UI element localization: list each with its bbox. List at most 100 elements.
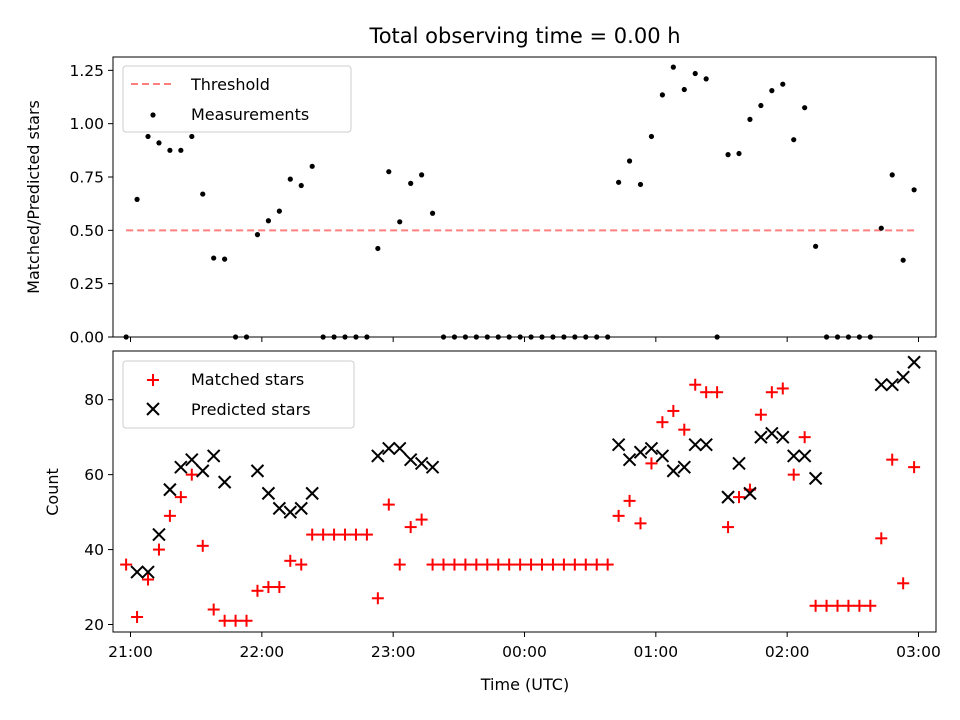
predicted-star-stroke-b	[217, 475, 232, 489]
matched-star-marker	[349, 528, 362, 541]
predicted-star-stroke-b	[732, 456, 746, 471]
matched-star-marker	[656, 416, 669, 429]
predicted-star-marker	[776, 430, 790, 444]
predicted-star-stroke-b	[283, 505, 298, 519]
matched-star-marker	[842, 599, 855, 612]
matched-star-marker	[437, 558, 450, 571]
predicted-star-stroke-b	[261, 486, 276, 501]
measurement-point	[736, 150, 742, 157]
matched-star-marker	[481, 558, 494, 571]
matched-star-marker	[371, 592, 384, 605]
x-tick-label: 23:00	[371, 643, 416, 661]
measurement-point	[626, 158, 633, 164]
predicted-star-marker	[666, 464, 681, 478]
predicted-star-stroke-b	[743, 486, 757, 501]
predicted-star-marker	[250, 464, 265, 478]
matched-star-marker	[492, 558, 505, 571]
bottom-y-tick-label: 20	[84, 616, 104, 634]
predicted-star-marker	[393, 441, 407, 456]
matched-star-marker	[864, 599, 877, 612]
predicted-star-marker	[699, 437, 713, 452]
predicted-star-marker	[721, 490, 735, 504]
predicted-star-marker	[644, 441, 659, 456]
predicted-star-stroke-b	[141, 565, 155, 579]
predicted-star-marker	[896, 370, 910, 384]
matched-star-marker	[459, 558, 472, 571]
measurement-point	[889, 172, 895, 178]
matched-star-marker	[525, 558, 538, 571]
measurement-point	[648, 133, 655, 140]
measurement-point	[189, 133, 195, 140]
matched-star-marker	[700, 386, 713, 399]
matched-star-marker	[568, 558, 581, 571]
predicted-star-marker	[371, 449, 385, 463]
matched-star-marker	[328, 528, 341, 541]
measurement-point	[287, 176, 293, 182]
predicted-star-marker	[283, 505, 298, 519]
predicted-star-stroke-b	[699, 437, 713, 452]
matched-star-marker	[536, 558, 549, 571]
matched-star-marker	[404, 521, 417, 534]
measurement-point	[692, 70, 698, 77]
top-y-tick-label: 0.50	[69, 222, 104, 240]
measurement-point	[408, 180, 414, 186]
matched-star-marker	[218, 614, 231, 627]
x-axis-label: Time (UTC)	[480, 675, 569, 694]
top-y-tick-label: 1.00	[69, 115, 104, 133]
legend-measurements-swatch	[150, 112, 156, 118]
predicted-star-stroke-b	[622, 452, 637, 467]
x-tick-label: 02:00	[765, 643, 810, 661]
measurement-point	[813, 243, 819, 249]
matched-star-marker	[601, 558, 614, 571]
measurement-point	[802, 105, 808, 111]
top-y-tick-label: 1.25	[69, 62, 104, 80]
matched-star-marker	[875, 532, 888, 545]
matched-star-marker	[623, 494, 636, 507]
predicted-star-stroke-b	[152, 527, 166, 542]
predicted-star-stroke-b	[885, 378, 899, 392]
x-tick-label: 22:00	[240, 643, 285, 661]
predicted-star-stroke-b	[174, 460, 188, 474]
matched-star-marker	[798, 431, 811, 444]
predicted-star-marker	[622, 452, 637, 467]
predicted-star-marker	[885, 378, 899, 392]
predicted-star-marker	[206, 449, 221, 463]
predicted-star-marker	[425, 460, 440, 474]
predicted-star-stroke-b	[206, 449, 221, 463]
measurement-point	[265, 218, 272, 224]
measurement-point	[758, 102, 764, 109]
predicted-star-stroke-b	[797, 449, 812, 463]
predicted-star-marker	[141, 565, 155, 579]
matched-star-marker	[765, 386, 778, 399]
matched-star-marker	[284, 554, 297, 567]
predicted-star-stroke-b	[874, 378, 888, 392]
matched-star-marker	[897, 577, 910, 590]
measurement-point	[637, 181, 644, 188]
x-tick-label: 00:00	[502, 643, 547, 661]
predicted-star-marker	[808, 471, 823, 486]
legend-threshold-label: Threshold	[190, 75, 270, 94]
measurement-point	[747, 116, 753, 122]
predicted-star-marker	[272, 501, 287, 516]
predicted-star-marker	[732, 456, 746, 471]
predicted-star-stroke-b	[754, 430, 768, 444]
matched-star-marker	[579, 558, 592, 571]
matched-star-marker	[557, 558, 570, 571]
predicted-star-stroke-b	[250, 464, 265, 478]
predicted-star-marker	[152, 527, 166, 542]
measurement-point	[616, 179, 622, 185]
matched-star-marker	[612, 509, 625, 522]
measurement-point	[178, 147, 184, 153]
matched-star-marker	[634, 517, 647, 530]
matched-star-marker	[470, 558, 483, 571]
measurement-point	[309, 163, 315, 169]
top-y-axis-label: Matched/Predicted stars	[24, 100, 43, 294]
predicted-star-marker	[655, 449, 670, 463]
predicted-star-stroke-b	[305, 486, 319, 501]
bottom-legend: Matched stars Predicted stars	[122, 360, 355, 429]
top-y-tick-label: 0.00	[69, 329, 104, 347]
predicted-star-stroke-b	[382, 441, 396, 456]
matched-star-marker	[678, 423, 691, 436]
predicted-star-marker	[382, 441, 396, 456]
predicted-star-marker	[907, 355, 921, 369]
